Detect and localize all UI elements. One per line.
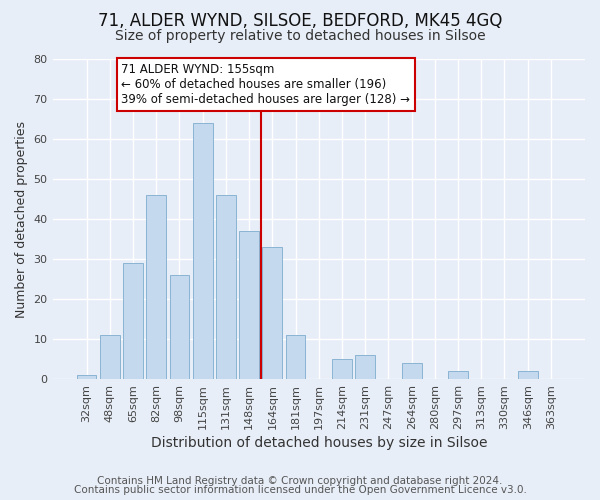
X-axis label: Distribution of detached houses by size in Silsoe: Distribution of detached houses by size … <box>151 436 487 450</box>
Text: 71 ALDER WYND: 155sqm
← 60% of detached houses are smaller (196)
39% of semi-det: 71 ALDER WYND: 155sqm ← 60% of detached … <box>121 63 410 106</box>
Bar <box>216 195 236 379</box>
Text: Size of property relative to detached houses in Silsoe: Size of property relative to detached ho… <box>115 29 485 43</box>
Bar <box>239 231 259 379</box>
Bar <box>332 359 352 379</box>
Bar <box>77 375 97 379</box>
Bar <box>518 371 538 379</box>
Bar <box>146 195 166 379</box>
Text: 71, ALDER WYND, SILSOE, BEDFORD, MK45 4GQ: 71, ALDER WYND, SILSOE, BEDFORD, MK45 4G… <box>98 12 502 30</box>
Text: Contains public sector information licensed under the Open Government Licence v3: Contains public sector information licen… <box>74 485 526 495</box>
Bar <box>170 275 190 379</box>
Bar <box>402 363 422 379</box>
Bar <box>262 247 282 379</box>
Bar <box>193 123 212 379</box>
Y-axis label: Number of detached properties: Number of detached properties <box>15 120 28 318</box>
Bar <box>448 371 468 379</box>
Bar <box>123 263 143 379</box>
Text: Contains HM Land Registry data © Crown copyright and database right 2024.: Contains HM Land Registry data © Crown c… <box>97 476 503 486</box>
Bar <box>355 355 375 379</box>
Bar <box>286 335 305 379</box>
Bar <box>100 335 119 379</box>
